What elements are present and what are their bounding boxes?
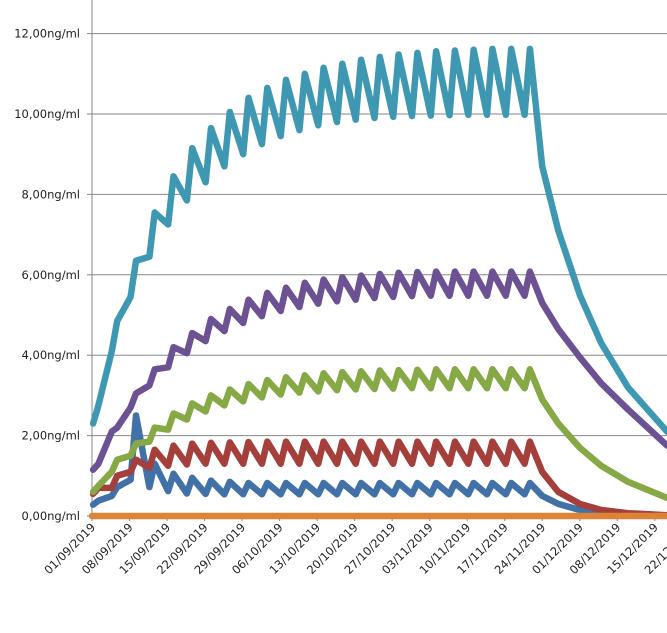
y-tick-label: 8,00ng/ml (22, 187, 80, 201)
y-tick-label: 6,00ng/ml (22, 268, 80, 282)
y-tick-label: 0,00ng/ml (22, 509, 80, 523)
y-tick-label: 2,00ng/ml (22, 429, 80, 443)
series-teal-line (89, 45, 667, 435)
series-green-line (89, 366, 667, 502)
series-lines (88, 45, 667, 520)
y-axis: 0,00ng/ml 2,00ng/ml 4,00ng/ml 6,00ng/ml 8,00… (14, 0, 93, 523)
series-red-line (89, 438, 667, 519)
series-purple-line (89, 268, 667, 474)
y-tick-label: 12,00ng/ml (14, 27, 80, 41)
y-tick-label: 10,00ng/ml (14, 107, 80, 121)
y-tick-label: 4,00ng/ml (22, 348, 80, 362)
series-blue-line (89, 412, 667, 519)
x-axis: 01/09/201908/09/201915/09/201922/09/2019… (41, 515, 667, 577)
